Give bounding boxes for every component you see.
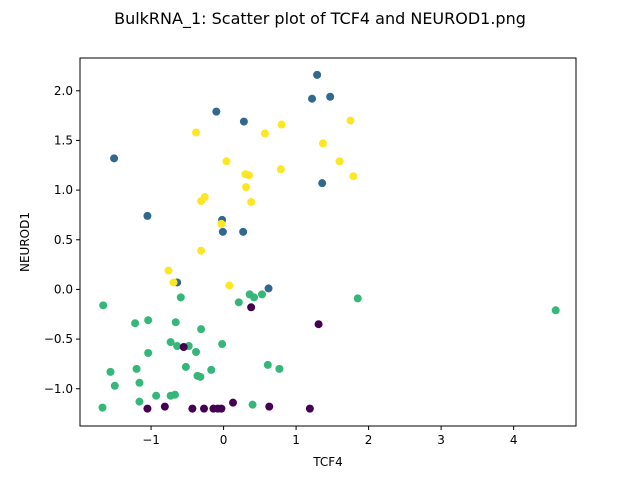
scatter-point (349, 172, 358, 181)
x-axis-label: TCF4 (312, 455, 343, 469)
scatter-point (164, 266, 173, 275)
scatter-point (197, 197, 206, 206)
scatter-point (166, 338, 175, 347)
y-tick-label: −0.5 (44, 332, 73, 346)
chart-title: BulkRNA_1: Scatter plot of TCF4 and NEUR… (114, 9, 526, 29)
scatter-point (335, 157, 344, 166)
scatter-point (239, 117, 248, 126)
scatter-point (181, 362, 190, 371)
y-axis-ticks: −1.0 −0.5 0.0 0.5 1.0 1.5 2.0 (44, 84, 80, 396)
scatter-point (225, 281, 234, 290)
scatter-point (239, 227, 248, 236)
scatter-point (247, 303, 256, 312)
scatter-point (314, 320, 323, 329)
scatter-point (217, 219, 226, 228)
scatter-point (192, 128, 201, 137)
scatter-point (247, 198, 256, 207)
y-axis-label: NEUROD1 (18, 212, 32, 272)
scatter-point (305, 404, 314, 413)
scatter-point (218, 227, 227, 236)
scatter-point (143, 404, 152, 413)
x-tick-label: 4 (510, 433, 518, 447)
x-axis-ticks: −1 0 1 2 3 4 (142, 426, 517, 447)
scatter-point (152, 391, 161, 400)
x-tick-label: 2 (365, 433, 373, 447)
scatter-point (217, 404, 226, 413)
scatter-point (176, 293, 185, 302)
x-tick-label: 3 (437, 433, 445, 447)
y-tick-label: 0.0 (54, 282, 73, 296)
data-points (98, 70, 560, 413)
y-tick-label: −1.0 (44, 382, 73, 396)
scatter-point (212, 107, 221, 116)
scatter-point (197, 246, 206, 255)
y-tick-label: 1.5 (54, 133, 73, 147)
scatter-point (135, 378, 144, 387)
y-tick-label: 1.0 (54, 183, 73, 197)
scatter-point (326, 92, 335, 101)
scatter-point (318, 139, 327, 148)
scatter-point (234, 298, 243, 307)
scatter-point (229, 398, 238, 407)
scatter-point (222, 157, 231, 166)
scatter-point (169, 278, 178, 287)
scatter-point (250, 293, 259, 302)
scatter-point (98, 403, 107, 412)
scatter-point (144, 316, 153, 325)
scatter-point (275, 364, 284, 373)
scatter-point (196, 372, 205, 381)
scatter-point (160, 402, 169, 411)
scatter-point (346, 116, 355, 125)
scatter-point (173, 342, 182, 351)
scatter-point (260, 129, 269, 138)
scatter-point (200, 404, 208, 413)
scatter-point (106, 367, 115, 376)
scatter-point (99, 301, 108, 310)
scatter-point (258, 290, 267, 299)
scatter-point (171, 318, 180, 327)
scatter-point (263, 360, 272, 369)
scatter-point (242, 183, 251, 192)
scatter-point (277, 120, 286, 129)
scatter-point (131, 319, 140, 328)
scatter-point (218, 340, 227, 349)
scatter-point (135, 397, 144, 406)
scatter-point (132, 364, 141, 373)
scatter-point (264, 284, 273, 293)
scatter-point (313, 70, 322, 79)
scatter-point (248, 400, 257, 409)
y-tick-label: 0.5 (54, 233, 73, 247)
scatter-point (318, 179, 327, 188)
scatter-point (353, 294, 362, 303)
scatter-point (276, 165, 285, 174)
scatter-point (244, 171, 253, 180)
scatter-point (551, 306, 560, 315)
scatter-point (143, 211, 152, 220)
y-tick-label: 2.0 (54, 84, 73, 98)
scatter-point (144, 349, 153, 357)
scatter-point (110, 381, 119, 390)
scatter-point (197, 325, 206, 334)
scatter-point (192, 348, 201, 356)
scatter-point (308, 94, 317, 103)
scatter-point (170, 390, 179, 399)
scatter-point (265, 402, 274, 411)
plot-frame (79, 57, 577, 427)
x-tick-label: 0 (220, 433, 228, 447)
scatter-point (207, 365, 216, 374)
scatter-point (110, 154, 119, 163)
x-tick-label: −1 (142, 433, 160, 447)
x-tick-label: 1 (292, 433, 300, 447)
scatter-point (188, 404, 197, 413)
scatter-point (179, 343, 188, 352)
